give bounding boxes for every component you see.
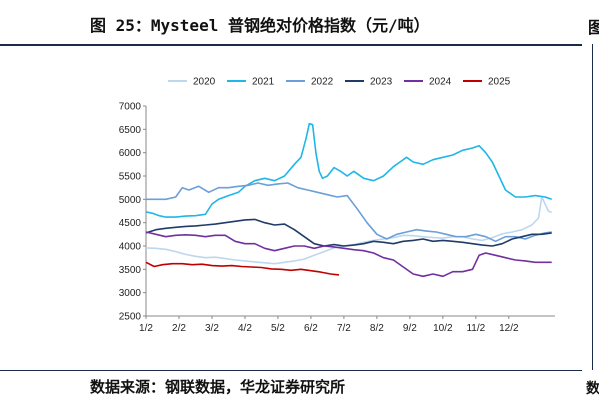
y-tick-label: 2500 [119,312,142,323]
series-line-2024 [145,231,552,278]
next-source-edge-glyph: 数 [586,381,599,397]
legend-label-2023: 2023 [370,77,393,88]
x-tick-label: 4/2 [238,323,252,334]
title-rule [0,44,582,46]
chart-legend: 2020 2021 2022 2023 2024 2025 [168,77,511,88]
legend-label-2020: 2020 [193,77,216,88]
source-rule [0,370,582,371]
series-line-2020 [145,196,553,265]
x-tick-label: 8/2 [370,323,384,334]
y-tick-label: 7000 [119,102,142,113]
page-edge-divider [592,44,593,370]
chart-axes: 2500 3000 3500 4000 4500 5000 5500 6000 6500 7000… [119,102,555,334]
series-line-2025 [145,261,340,276]
x-tick-label: 11/2 [466,323,485,334]
legend-label-2025: 2025 [488,77,511,88]
series-line-2023 [145,218,552,247]
x-tick-label: 7/2 [337,323,351,334]
legend-label-2022: 2022 [311,77,334,88]
next-figure-edge-glyph: 图 [588,18,599,37]
x-tick-label: 9/2 [403,323,417,334]
x-tick-label: 1/2 [139,323,153,334]
legend-label-2021: 2021 [252,77,275,88]
y-tick-label: 6000 [119,148,142,159]
y-tick-label: 6500 [119,125,142,136]
y-tick-label: 5000 [119,195,142,206]
x-tick-label: 3/2 [205,323,219,334]
y-tick-label: 3500 [119,265,142,276]
series-line-2021 [145,122,552,218]
series-line-2022 [146,182,552,243]
y-tick-label: 5500 [119,172,142,183]
x-tick-label: 5/2 [271,323,285,334]
data-source-note: 数据来源：钢联数据，华龙证券研究所 [90,378,346,396]
x-tick-label: 6/2 [304,323,318,334]
x-tick-label: 10/2 [433,323,453,334]
x-tick-label: 12/2 [499,323,519,334]
y-tick-label: 3000 [119,288,142,299]
x-tick-label: 2/2 [172,323,186,334]
chart-title: 图 25：Mysteel 普钢绝对价格指数（元/吨） [90,16,430,35]
y-tick-label: 4500 [119,218,142,229]
legend-label-2024: 2024 [429,77,452,88]
y-tick-label: 4000 [119,242,142,253]
chart-series [145,122,553,278]
